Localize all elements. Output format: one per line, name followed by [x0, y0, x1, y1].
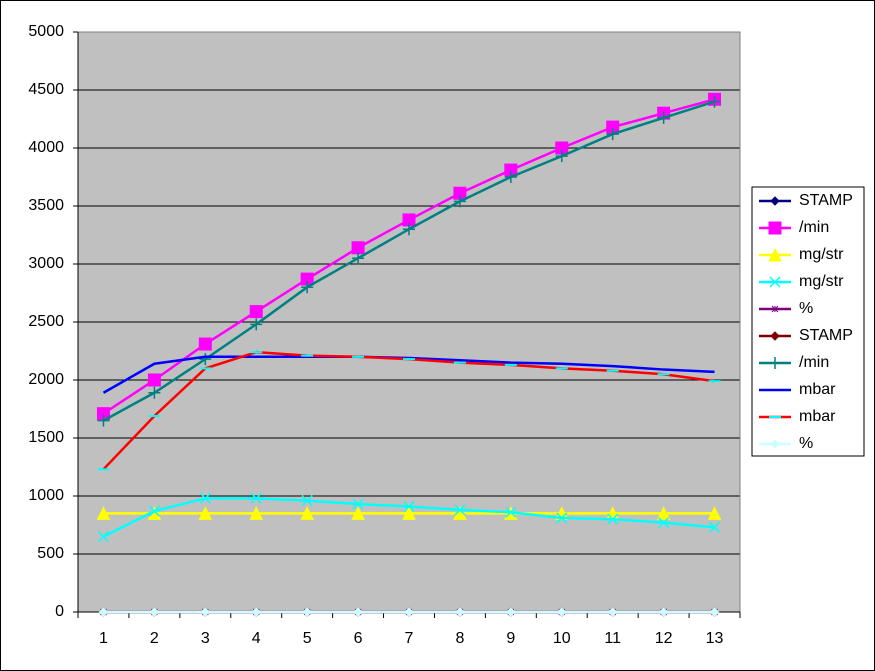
y-tick-label: 2500 — [28, 313, 64, 330]
marker — [555, 150, 568, 163]
legend-marker — [769, 357, 781, 369]
marker — [97, 531, 109, 543]
marker — [708, 95, 721, 108]
x-tick-label: 3 — [201, 630, 210, 647]
marker — [97, 414, 110, 427]
x-tick-label: 6 — [354, 630, 363, 647]
marker — [658, 607, 669, 617]
x-tick-label: 10 — [553, 630, 571, 647]
legend-label: % — [799, 300, 813, 317]
marker — [98, 607, 109, 617]
marker — [453, 195, 466, 208]
marker — [505, 506, 517, 518]
marker — [709, 607, 720, 617]
x-tick-label: 12 — [655, 630, 673, 647]
marker — [455, 607, 465, 617]
legend-marker — [770, 196, 780, 206]
x-tick-label: 4 — [252, 630, 261, 647]
y-tick-label: 4500 — [28, 81, 64, 98]
marker — [198, 337, 212, 351]
marker — [148, 386, 161, 399]
legend-marker — [768, 221, 782, 235]
marker — [606, 128, 619, 141]
legend-marker — [771, 305, 779, 313]
marker — [554, 506, 569, 520]
y-tick-label: 1500 — [28, 429, 64, 446]
marker — [301, 495, 313, 507]
marker — [402, 506, 416, 520]
legend-label: mbar — [799, 408, 836, 425]
x-tick-label: 9 — [506, 630, 515, 647]
marker — [352, 498, 364, 510]
marker — [607, 607, 618, 617]
legend-label: mg/str — [799, 273, 844, 290]
y-tick-label: 2000 — [28, 371, 64, 388]
x-tick-label: 11 — [604, 630, 621, 647]
marker — [351, 506, 365, 520]
marker — [250, 492, 262, 504]
marker — [352, 252, 365, 265]
legend-label: % — [799, 435, 813, 452]
marker — [556, 512, 568, 524]
marker — [200, 607, 211, 617]
y-tick-label: 3000 — [28, 255, 64, 272]
legend-marker — [770, 439, 780, 449]
legend-marker — [768, 247, 782, 262]
marker — [149, 607, 160, 617]
marker — [709, 521, 721, 533]
marker — [198, 506, 213, 520]
legend-label: STAMP — [799, 327, 853, 344]
marker — [300, 506, 314, 520]
legend-marker — [769, 276, 781, 288]
y-tick-label: 1000 — [28, 487, 64, 504]
x-tick-label: 2 — [150, 630, 159, 647]
legend-label: mg/str — [799, 246, 844, 263]
x-tick-label: 5 — [303, 630, 312, 647]
legend-label: /min — [799, 219, 829, 236]
legend-label: STAMP — [799, 192, 853, 209]
legend-marker — [770, 331, 780, 341]
marker — [199, 492, 211, 504]
x-tick-label: 8 — [455, 630, 464, 647]
x-tick-label: 13 — [706, 630, 724, 647]
y-tick-label: 4000 — [28, 139, 64, 156]
marker — [404, 607, 414, 617]
y-tick-label: 0 — [55, 603, 64, 620]
marker — [301, 281, 314, 294]
legend-label: mbar — [799, 381, 836, 398]
marker — [148, 505, 160, 517]
marker — [302, 607, 312, 617]
x-tick-label: 1 — [99, 630, 108, 647]
marker — [656, 506, 671, 520]
y-tick-label: 3500 — [28, 197, 64, 214]
marker — [147, 373, 161, 387]
legend-label: /min — [799, 354, 829, 371]
marker — [199, 353, 212, 366]
marker — [251, 607, 261, 617]
marker — [96, 506, 111, 520]
marker — [557, 607, 567, 617]
marker — [250, 318, 263, 331]
marker — [353, 607, 363, 617]
marker — [707, 506, 722, 520]
marker — [454, 504, 466, 516]
marker — [403, 223, 415, 236]
marker — [403, 500, 415, 512]
marker — [657, 111, 670, 124]
marker — [249, 506, 264, 520]
marker — [506, 607, 516, 617]
marker — [351, 241, 365, 255]
marker — [658, 517, 670, 529]
marker — [607, 513, 619, 525]
y-tick-label: 5000 — [28, 23, 64, 40]
x-tick-label: 7 — [405, 630, 414, 647]
marker — [504, 171, 517, 183]
marker — [249, 305, 263, 319]
y-tick-label: 500 — [37, 545, 64, 562]
legend-box — [751, 186, 865, 457]
